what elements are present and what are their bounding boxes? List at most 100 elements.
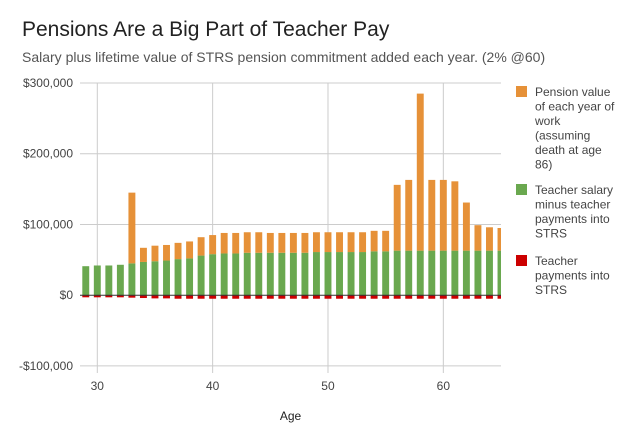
bar-teacher-payments xyxy=(359,295,367,299)
y-tick-label: $300,000 xyxy=(23,76,73,90)
bar-teacher-payments xyxy=(393,295,401,299)
bar-teacher-salary xyxy=(312,252,320,296)
bar-teacher-payments xyxy=(312,295,320,299)
bar-pension-value xyxy=(301,232,309,253)
bar-teacher-salary xyxy=(393,250,401,296)
bar-teacher-payments xyxy=(382,295,390,299)
legend-label: of each year of xyxy=(535,100,615,114)
bar-pension-value xyxy=(163,244,170,261)
bar-teacher-payments xyxy=(486,295,493,299)
y-tick-label: $100,000 xyxy=(23,217,73,231)
legend-swatch xyxy=(516,184,527,195)
bar-pension-value xyxy=(336,232,343,253)
bar-pension-value xyxy=(255,232,263,253)
bar-pension-value xyxy=(497,228,501,251)
legend-swatch xyxy=(516,86,527,97)
bar-teacher-payments xyxy=(163,295,170,299)
bar-pension-value xyxy=(312,232,320,253)
bar-teacher-salary xyxy=(347,252,355,296)
bar-teacher-salary xyxy=(197,255,205,296)
bar-teacher-salary xyxy=(266,252,274,296)
bar-teacher-payments xyxy=(105,295,113,298)
bar-teacher-salary xyxy=(416,250,424,296)
bar-teacher-payments xyxy=(174,295,182,299)
legend-label: 86) xyxy=(535,158,552,172)
bar-pension-value xyxy=(451,181,459,251)
bar-teacher-salary xyxy=(232,253,240,296)
bar-teacher-payments xyxy=(128,295,136,298)
bar-teacher-salary xyxy=(324,252,332,296)
bar-teacher-payments xyxy=(220,295,228,299)
bar-teacher-payments xyxy=(451,295,459,299)
bar-teacher-payments xyxy=(197,295,205,299)
bar-pension-value xyxy=(416,93,424,251)
bar-teacher-salary xyxy=(116,264,124,296)
bar-teacher-salary xyxy=(370,251,378,296)
bar-teacher-payments xyxy=(289,295,297,299)
bar-pension-value xyxy=(370,230,378,252)
bar-pension-value xyxy=(289,232,297,253)
bar-teacher-payments xyxy=(82,295,90,298)
bar-teacher-salary xyxy=(139,261,147,296)
bar-pension-value xyxy=(405,179,413,251)
bar-teacher-payments xyxy=(370,295,378,299)
bar-pension-value xyxy=(266,232,274,253)
legend-label: STRS xyxy=(535,227,567,241)
bar-teacher-salary xyxy=(301,252,309,296)
bar-teacher-salary xyxy=(439,250,447,296)
bar-teacher-payments xyxy=(347,295,355,299)
bar-teacher-salary xyxy=(451,250,459,296)
x-axis-title: Age xyxy=(280,409,302,423)
bar-teacher-salary xyxy=(336,252,343,296)
bar-teacher-salary xyxy=(382,251,390,296)
x-tick-label: 60 xyxy=(437,379,451,393)
bar-teacher-salary xyxy=(243,252,251,296)
bar-teacher-payments xyxy=(255,295,263,299)
bar-teacher-salary xyxy=(278,252,286,296)
y-tick-label: -$100,000 xyxy=(19,359,73,373)
legend-label: death at age xyxy=(535,143,602,157)
bar-teacher-payments xyxy=(116,295,124,298)
bar-teacher-payments xyxy=(266,295,274,299)
bar-teacher-payments xyxy=(278,295,286,299)
bar-pension-value xyxy=(474,225,482,251)
bar-teacher-payments xyxy=(232,295,240,299)
bar-teacher-payments xyxy=(462,295,470,299)
bar-teacher-salary xyxy=(359,252,367,296)
bar-teacher-payments xyxy=(439,295,447,299)
bar-teacher-salary xyxy=(220,253,228,296)
x-tick-label: 30 xyxy=(91,379,105,393)
legend-label: Pension value xyxy=(535,85,611,99)
bar-teacher-payments xyxy=(139,295,147,299)
bar-pension-value xyxy=(393,184,401,251)
bar-pension-value xyxy=(278,232,286,253)
bar-pension-value xyxy=(428,179,436,251)
bar-teacher-payments xyxy=(336,295,343,299)
bar-teacher-salary xyxy=(428,250,436,296)
bar-pension-value xyxy=(174,242,182,260)
chart-title: Pensions Are a Big Part of Teacher Pay xyxy=(22,18,390,41)
bar-teacher-payments xyxy=(474,295,482,299)
bar-teacher-salary xyxy=(186,258,194,296)
bar-teacher-salary xyxy=(82,266,90,296)
bar-pension-value xyxy=(382,230,390,252)
bar-teacher-salary xyxy=(128,263,136,296)
bar-teacher-salary xyxy=(405,250,413,296)
y-tick-label: $0 xyxy=(60,288,74,302)
y-tick-label: $200,000 xyxy=(23,147,73,161)
bar-teacher-salary xyxy=(93,265,101,296)
bar-teacher-salary xyxy=(474,250,482,296)
bar-pension-value xyxy=(209,235,217,255)
bar-teacher-payments xyxy=(497,295,501,299)
legend-label: payments into xyxy=(535,269,610,283)
bar-teacher-salary xyxy=(462,250,470,296)
bar-teacher-payments xyxy=(186,295,194,299)
bar-teacher-payments xyxy=(151,295,159,299)
bar-teacher-salary xyxy=(289,252,297,296)
x-tick-label: 40 xyxy=(206,379,220,393)
bar-teacher-salary xyxy=(105,265,113,296)
bar-teacher-salary xyxy=(151,261,159,296)
bar-pension-value xyxy=(197,237,205,256)
bar-pension-value xyxy=(220,232,228,254)
bar-teacher-salary xyxy=(209,254,217,296)
